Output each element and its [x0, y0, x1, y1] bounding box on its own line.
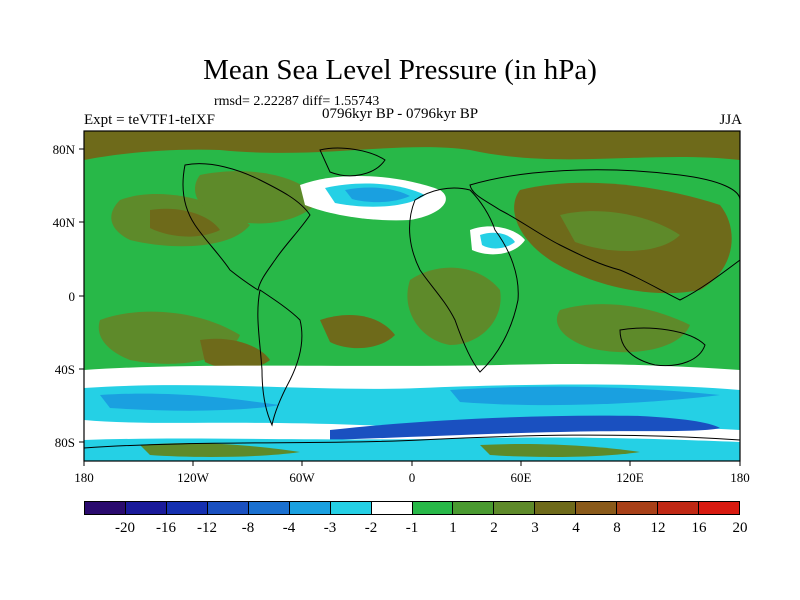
colorbar-label: 16	[691, 520, 707, 536]
x-tick-label: 120W	[177, 470, 210, 485]
season-label: JJA	[719, 112, 742, 128]
colorbar-label: -2	[364, 520, 378, 536]
y-tick-label: 40S	[55, 362, 75, 377]
colorbar-swatch	[576, 502, 618, 514]
colorbar-label: 2	[490, 520, 498, 536]
x-tick-label: 180	[74, 470, 94, 485]
x-tick-label: 0	[409, 470, 416, 485]
colorbar-swatch	[658, 502, 700, 514]
colorbar-label: -16	[156, 520, 176, 536]
colorbar-label: 3	[531, 520, 539, 536]
colorbar-swatch	[494, 502, 536, 514]
colorbar-label: 12	[650, 520, 666, 536]
colorbar-label: -8	[241, 520, 255, 536]
colorbar-swatch	[166, 502, 208, 514]
colorbar-swatch	[125, 502, 167, 514]
colorbar-swatch	[699, 502, 739, 514]
colorbar-swatch	[248, 502, 290, 514]
x-tick-marks	[79, 148, 741, 466]
map-field	[84, 131, 740, 461]
coastlines	[84, 147, 740, 449]
y-tick-label: 80S	[55, 435, 75, 450]
y-tick-label: 80N	[53, 142, 76, 157]
period-label: 0796kyr BP - 0796kyr BP	[322, 106, 479, 122]
colorbar-swatch	[207, 502, 249, 514]
x-tick-label: 120E	[616, 470, 644, 485]
x-tick-label: 60E	[511, 470, 532, 485]
chart-title: Mean Sea Level Pressure (in hPa)	[203, 54, 597, 86]
colorbar-label: -4	[282, 520, 296, 536]
colorbar-swatch	[371, 502, 413, 514]
colorbar-label: 1	[449, 520, 457, 536]
colorbar-label: -12	[197, 520, 217, 536]
x-tick-label: 60W	[289, 470, 315, 485]
colorbar-swatch	[535, 502, 577, 514]
colorbar-swatch	[289, 502, 331, 514]
x-tick-label: 180	[730, 470, 750, 485]
colorbar-swatch	[330, 502, 372, 514]
colorbar-label: 20	[732, 520, 748, 536]
stats-text: rmsd= 2.22287 diff= 1.55743	[214, 94, 380, 109]
colorbar-label: -1	[405, 520, 419, 536]
colorbar	[84, 501, 740, 515]
colorbar-swatch	[85, 502, 126, 514]
experiment-label: Expt = teVTF1-teIXF	[84, 112, 215, 128]
y-tick-label: 40N	[53, 215, 76, 230]
colorbar-label: 4	[572, 520, 580, 536]
colorbar-label: -3	[323, 520, 337, 536]
colorbar-swatch	[453, 502, 495, 514]
x-tick-labels: 180 120W 60W 0 60E 120E 180	[74, 470, 750, 485]
colorbar-label: -20	[115, 520, 135, 536]
y-tick-labels: 80N 40N 0 40S 80S	[53, 142, 76, 450]
colorbar-label: 8	[613, 520, 621, 536]
colorbar-swatch	[617, 502, 659, 514]
colorbar-swatch	[412, 502, 454, 514]
y-tick-label: 0	[69, 289, 76, 304]
